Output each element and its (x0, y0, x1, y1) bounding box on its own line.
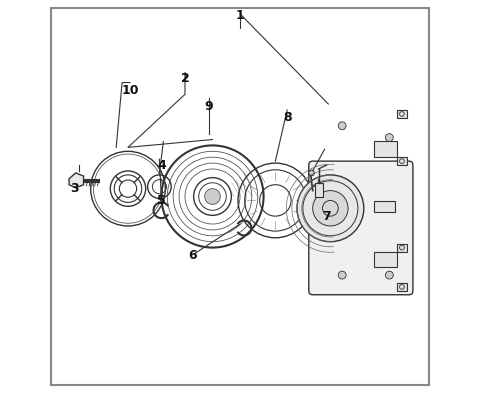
Bar (397, 110, 407, 118)
Bar (373, 201, 395, 212)
Circle shape (338, 271, 346, 279)
Bar (397, 157, 407, 165)
Polygon shape (69, 173, 84, 188)
Text: 2: 2 (180, 72, 189, 85)
Text: 3: 3 (71, 182, 79, 195)
Bar (373, 252, 397, 267)
Text: 6: 6 (189, 249, 197, 262)
Text: 5: 5 (157, 194, 166, 207)
Circle shape (385, 134, 393, 141)
Text: 7: 7 (322, 209, 331, 223)
Circle shape (204, 189, 220, 204)
Circle shape (385, 271, 393, 279)
Circle shape (297, 175, 364, 242)
Text: 1: 1 (236, 9, 244, 22)
Bar (397, 283, 407, 291)
Text: 10: 10 (121, 84, 139, 97)
Circle shape (338, 122, 346, 130)
FancyBboxPatch shape (309, 161, 413, 295)
Bar (373, 141, 397, 157)
Bar (397, 244, 407, 252)
Text: 4: 4 (157, 158, 166, 172)
Text: 8: 8 (283, 111, 291, 125)
Text: 9: 9 (204, 99, 213, 113)
Circle shape (312, 191, 348, 226)
Circle shape (309, 170, 314, 176)
Bar (315, 183, 323, 196)
